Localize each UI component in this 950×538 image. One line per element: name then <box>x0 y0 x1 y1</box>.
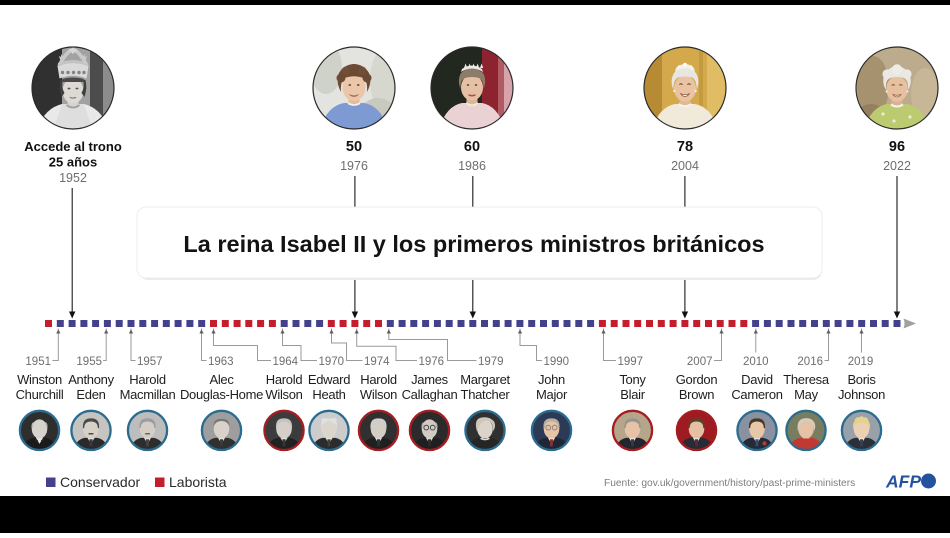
svg-text:1976: 1976 <box>419 356 445 368</box>
svg-text:1979: 1979 <box>478 356 504 368</box>
svg-text:50: 50 <box>346 139 362 155</box>
svg-text:1997: 1997 <box>618 356 644 368</box>
svg-text:Harold: Harold <box>266 372 303 387</box>
svg-text:1952: 1952 <box>59 171 87 185</box>
svg-text:John: John <box>538 372 565 387</box>
svg-text:2010: 2010 <box>743 356 769 368</box>
svg-text:1955: 1955 <box>76 356 102 368</box>
svg-text:James: James <box>411 372 449 387</box>
svg-text:Boris: Boris <box>847 372 876 387</box>
svg-text:Blair: Blair <box>620 387 645 402</box>
svg-text:Thatcher: Thatcher <box>461 387 511 402</box>
svg-text:Cameron: Cameron <box>731 387 782 402</box>
svg-text:25 años: 25 años <box>49 155 97 170</box>
svg-text:1963: 1963 <box>208 356 234 368</box>
svg-text:Fuente: gov.uk/government/hist: Fuente: gov.uk/government/history/past-p… <box>604 478 855 489</box>
svg-text:David: David <box>741 372 773 387</box>
svg-text:Anthony: Anthony <box>68 372 114 387</box>
svg-text:Wilson: Wilson <box>360 387 397 402</box>
svg-text:Douglas-Home: Douglas-Home <box>180 387 263 402</box>
svg-text:Callaghan: Callaghan <box>402 387 458 402</box>
svg-text:Edward: Edward <box>308 372 350 387</box>
svg-text:2016: 2016 <box>797 356 823 368</box>
svg-text:2022: 2022 <box>883 159 911 173</box>
svg-text:Macmillan: Macmillan <box>120 387 176 402</box>
svg-text:Brown: Brown <box>679 387 714 402</box>
svg-text:Major: Major <box>536 387 568 402</box>
svg-text:96: 96 <box>889 139 905 155</box>
svg-text:2007: 2007 <box>687 356 713 368</box>
svg-text:Conservador: Conservador <box>60 474 140 490</box>
svg-text:La reina Isabel II y los prime: La reina Isabel II y los primeros minist… <box>183 231 764 257</box>
svg-text:78: 78 <box>677 139 693 155</box>
svg-text:2019: 2019 <box>848 356 874 368</box>
svg-text:2004: 2004 <box>671 159 699 173</box>
svg-text:Laborista: Laborista <box>169 474 227 490</box>
svg-text:1990: 1990 <box>544 356 570 368</box>
svg-text:Harold: Harold <box>129 372 166 387</box>
svg-text:May: May <box>794 387 818 402</box>
svg-text:Tony: Tony <box>619 372 646 387</box>
svg-text:Gordon: Gordon <box>676 372 718 387</box>
svg-text:Wilson: Wilson <box>265 387 302 402</box>
svg-text:1974: 1974 <box>364 356 390 368</box>
svg-text:1951: 1951 <box>25 356 51 368</box>
svg-text:1970: 1970 <box>319 356 345 368</box>
svg-text:Accede al trono: Accede al trono <box>24 139 122 154</box>
svg-text:Winston: Winston <box>17 372 62 387</box>
svg-text:1976: 1976 <box>340 159 368 173</box>
svg-text:AFP: AFP <box>885 472 921 492</box>
svg-text:1986: 1986 <box>458 159 486 173</box>
svg-text:Heath: Heath <box>312 387 345 402</box>
svg-text:Margaret: Margaret <box>460 372 510 387</box>
svg-text:Churchill: Churchill <box>16 387 64 402</box>
svg-text:1964: 1964 <box>273 356 299 368</box>
svg-text:Alec: Alec <box>209 372 234 387</box>
svg-text:Theresa: Theresa <box>783 372 830 387</box>
svg-text:Johnson: Johnson <box>838 387 885 402</box>
svg-text:Harold: Harold <box>360 372 397 387</box>
svg-text:60: 60 <box>464 139 480 155</box>
svg-text:1957: 1957 <box>137 356 163 368</box>
svg-text:Eden: Eden <box>76 387 105 402</box>
